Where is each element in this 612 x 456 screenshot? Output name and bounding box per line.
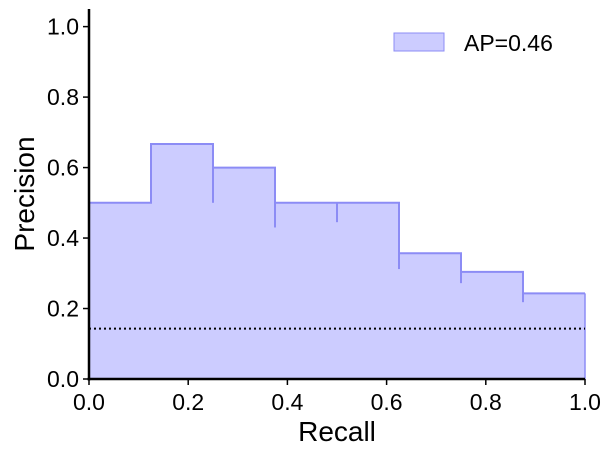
- legend-swatch: [393, 32, 445, 52]
- x-tick-label-4: 0.8: [470, 389, 502, 415]
- y-tick-label-0: 0.0: [47, 366, 79, 392]
- area-layer: [89, 142, 586, 379]
- x-tick-label-0: 0.0: [73, 389, 105, 415]
- pr-area-fill: [89, 143, 585, 379]
- y-tick-label-2: 0.4: [47, 225, 79, 251]
- y-tick-label-5: 1.0: [47, 14, 79, 40]
- x-tick-label-5: 1.0: [569, 389, 601, 415]
- y-axis-title: Precision: [9, 136, 40, 251]
- x-tick-label-1: 0.2: [172, 389, 204, 415]
- legend: AP=0.46: [393, 30, 553, 56]
- legend-label: AP=0.46: [464, 30, 553, 56]
- y-tick-label-3: 0.6: [47, 155, 79, 181]
- x-tick-label-3: 0.6: [371, 389, 403, 415]
- ticks-layer: 0.0 0.2 0.4 0.6 0.8 1.0 0.0 0.2 0.4 0.6 0.8 1.0: [47, 14, 601, 415]
- x-tick-label-2: 0.4: [271, 389, 303, 415]
- x-axis-title: Recall: [298, 416, 376, 447]
- axes-layer: [87, 9, 585, 381]
- y-tick-label-1: 0.2: [47, 296, 79, 322]
- recall-drop-layer: [212, 143, 524, 303]
- y-tick-label-4: 0.8: [47, 84, 79, 110]
